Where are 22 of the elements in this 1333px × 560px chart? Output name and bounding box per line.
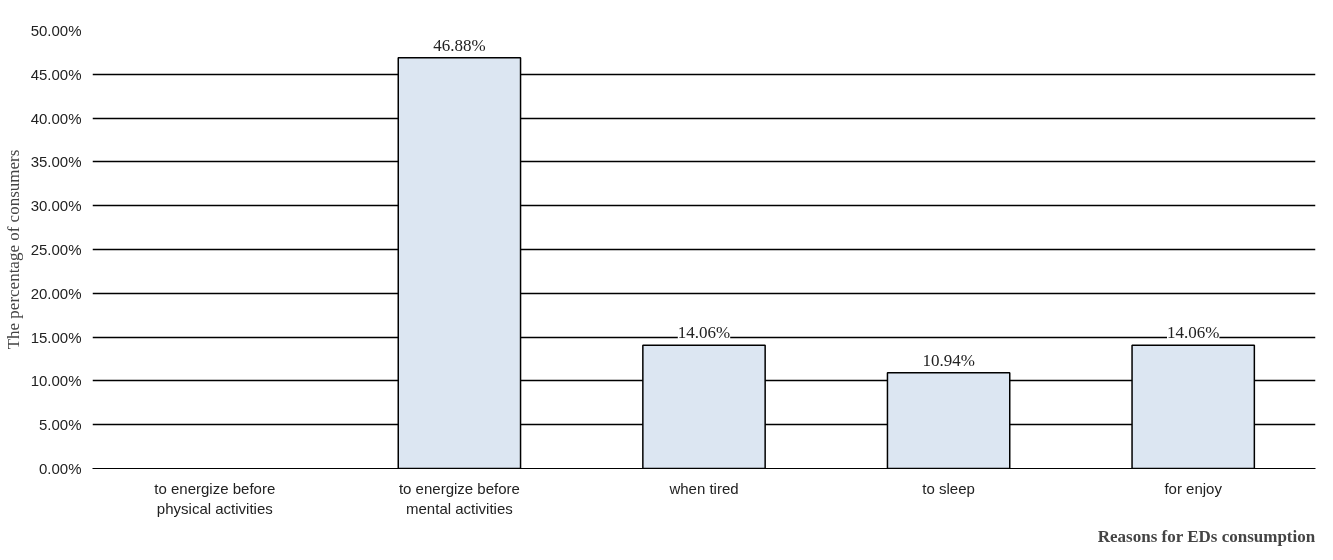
y-tick-label: 50.00%	[30, 22, 82, 39]
x-tick-label: to energize before mental activities	[398, 479, 520, 517]
x-tick-label: for enjoy	[1164, 479, 1223, 497]
x-tick-label: to energize before physical activities	[154, 479, 276, 517]
data-label: 14.06%	[677, 323, 731, 343]
y-tick-label: 5.00%	[38, 416, 82, 434]
y-tick-label: 20.00%	[30, 284, 82, 302]
y-tick-label: 15.00%	[30, 328, 82, 346]
y-tick-label: 25.00%	[30, 241, 82, 258]
x-tick-label: to sleep	[922, 479, 975, 497]
x-axis-title: Reasons for EDs consumption	[1097, 526, 1316, 546]
y-tick-label: 0.00%	[38, 460, 82, 477]
y-tick-label: 45.00%	[30, 65, 82, 83]
x-tick-label: when tired	[668, 479, 739, 497]
y-tick-label: 35.00%	[30, 153, 82, 171]
y-tick-label: 40.00%	[30, 109, 82, 127]
y-tick-label: 30.00%	[30, 197, 82, 215]
y-tick-label: 10.00%	[30, 372, 82, 390]
y-axis-title: The percentage of consumers	[3, 149, 23, 350]
data-label: 46.88%	[433, 35, 486, 55]
data-label: 14.06%	[1166, 323, 1220, 343]
data-label: 10.94%	[922, 350, 975, 370]
